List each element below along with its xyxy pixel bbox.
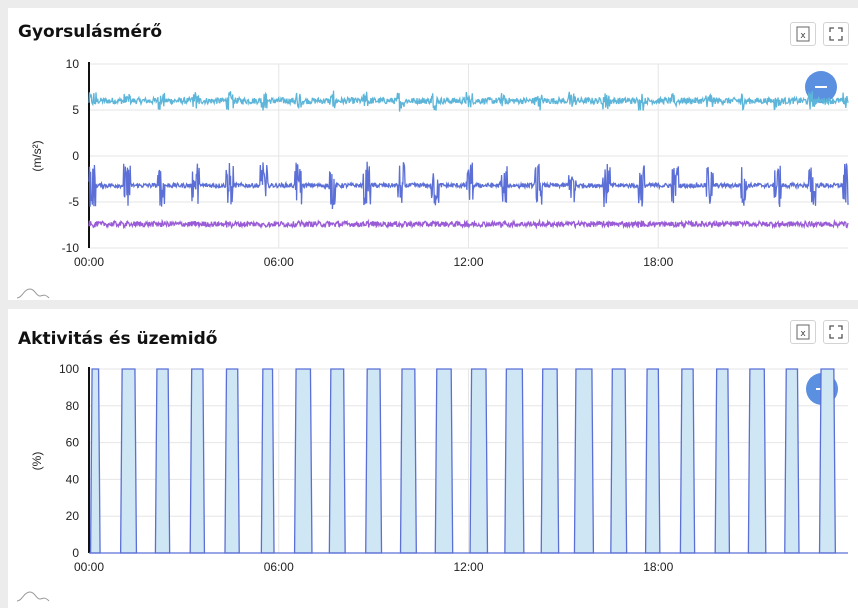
svg-text:x: x: [800, 31, 806, 41]
activity-block: [365, 368, 383, 554]
y-tick-label: -5: [68, 195, 79, 209]
fullscreen-icon: [829, 325, 843, 339]
x-tick-label: 18:00: [643, 255, 673, 269]
excel-export-icon: x: [796, 324, 810, 340]
activity-block: [679, 368, 696, 554]
y-tick-label: 100: [59, 362, 79, 376]
series-line-3: [88, 218, 849, 230]
excel-export-icon: x: [796, 26, 810, 42]
activity-chart: 100 80 60 40 20 000:00 06:00 12:00 18:00 (%): [30, 362, 848, 574]
export-excel-button[interactable]: x: [790, 320, 816, 344]
activity-block: [293, 368, 313, 554]
activity-block: [504, 368, 525, 554]
y-tick-label: 10: [66, 57, 80, 71]
activity-panel: Aktivitás és üzemidő x 100 80 60 40 20 0 00:00…: [8, 309, 858, 608]
activity-block: [154, 368, 171, 554]
y-tick-label: 60: [66, 436, 80, 450]
activity-block: [89, 368, 101, 554]
series-line-2: [88, 161, 849, 210]
y-axis-label: (m/s²): [30, 140, 44, 171]
activity-block: [610, 368, 628, 554]
activity-block: [573, 368, 595, 554]
y-tick-label: 5: [72, 103, 79, 117]
activity-block: [119, 368, 138, 554]
y-tick-label: 80: [66, 399, 80, 413]
activity-block: [818, 368, 837, 554]
x-tick-label: 12:00: [453, 255, 483, 269]
activity-block: [399, 368, 417, 554]
activity-block: [189, 368, 206, 554]
accelerometer-title: Gyorsulásmérő: [18, 22, 163, 42]
x-tick-label: 00:00: [74, 255, 104, 269]
fullscreen-button[interactable]: [823, 320, 849, 344]
activity-block: [224, 368, 240, 554]
y-tick-label: 40: [66, 472, 80, 486]
y-tick-label: -10: [62, 241, 80, 255]
activity-block: [644, 368, 661, 554]
y-tick-label: 20: [66, 509, 80, 523]
zoom-navigator-icon[interactable]: [16, 287, 50, 299]
y-tick-label: 0: [72, 149, 79, 163]
activity-block: [260, 368, 275, 554]
activity-block: [747, 368, 767, 554]
accelerometer-panel: Gyorsulásmérő x 10 5 0 -5 -10 00:00 06:00 12:00…: [8, 8, 858, 300]
fullscreen-icon: [829, 27, 843, 41]
activity-block: [714, 368, 731, 554]
activity-title: Aktivitás és üzemidő: [18, 329, 218, 349]
export-excel-button[interactable]: x: [790, 22, 816, 46]
activity-block: [784, 368, 800, 554]
activity-block: [540, 368, 560, 554]
x-tick-label: 18:00: [643, 560, 673, 574]
activity-block: [434, 368, 454, 554]
x-tick-label: 06:00: [264, 255, 294, 269]
svg-text:x: x: [800, 329, 806, 339]
fullscreen-button[interactable]: [823, 22, 849, 46]
zoom-navigator-icon[interactable]: [16, 590, 50, 602]
x-tick-label: 06:00: [264, 560, 294, 574]
y-axis-label: (%): [30, 452, 44, 471]
series-line-1: [88, 90, 849, 112]
x-tick-label: 12:00: [453, 560, 483, 574]
activity-block: [328, 368, 346, 554]
activity-block: [469, 368, 489, 554]
y-tick-label: 0: [72, 546, 79, 560]
x-tick-label: 00:00: [74, 560, 104, 574]
